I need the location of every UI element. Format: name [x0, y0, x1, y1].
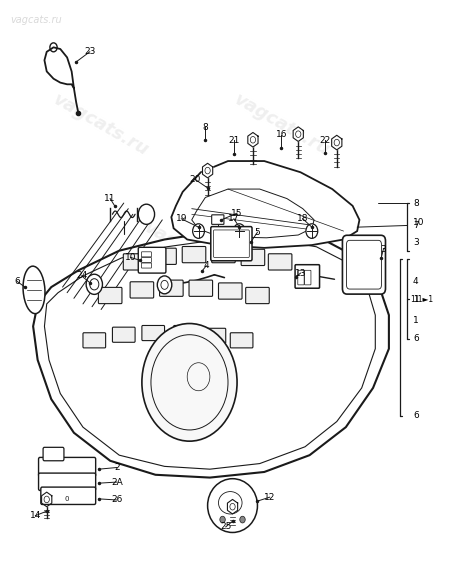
Text: 10: 10 [125, 253, 136, 262]
Polygon shape [227, 499, 237, 514]
Text: 16: 16 [275, 130, 287, 139]
Polygon shape [293, 127, 303, 141]
Text: 1: 1 [412, 316, 418, 325]
Text: vagcats.ru: vagcats.ru [141, 219, 242, 288]
Text: vagcats.ru: vagcats.ru [10, 15, 62, 25]
FancyBboxPatch shape [211, 215, 223, 225]
FancyBboxPatch shape [241, 249, 264, 266]
Text: 8: 8 [412, 199, 418, 208]
FancyBboxPatch shape [130, 282, 153, 298]
FancyBboxPatch shape [152, 248, 176, 265]
Text: 6: 6 [15, 277, 20, 286]
Polygon shape [247, 132, 258, 147]
Polygon shape [41, 492, 52, 507]
Circle shape [219, 516, 225, 523]
Text: 7: 7 [412, 221, 418, 230]
Text: 4: 4 [203, 261, 208, 270]
FancyBboxPatch shape [268, 254, 291, 270]
Text: vagcats.ru: vagcats.ru [50, 359, 152, 428]
Text: 24: 24 [76, 271, 87, 280]
Text: 18: 18 [296, 215, 308, 224]
Polygon shape [171, 161, 359, 248]
Text: 25: 25 [220, 522, 231, 531]
Text: 11►1: 11►1 [412, 295, 432, 304]
Text: 22: 22 [319, 136, 330, 145]
FancyBboxPatch shape [202, 328, 225, 343]
Text: 2A: 2A [111, 477, 122, 486]
Circle shape [305, 224, 317, 238]
Polygon shape [202, 163, 212, 178]
FancyBboxPatch shape [142, 325, 164, 341]
Text: 0: 0 [65, 496, 69, 502]
Text: 4: 4 [412, 277, 418, 286]
FancyBboxPatch shape [43, 448, 64, 461]
Circle shape [142, 324, 237, 441]
Text: 6: 6 [412, 334, 418, 343]
FancyBboxPatch shape [173, 325, 196, 341]
FancyBboxPatch shape [159, 280, 183, 296]
Text: 12: 12 [263, 493, 275, 502]
FancyBboxPatch shape [182, 247, 205, 263]
Polygon shape [33, 231, 388, 477]
FancyBboxPatch shape [189, 280, 212, 296]
Text: 10: 10 [412, 218, 424, 227]
Text: 14: 14 [30, 511, 41, 520]
Circle shape [157, 276, 172, 294]
FancyBboxPatch shape [41, 487, 96, 504]
FancyBboxPatch shape [138, 247, 166, 273]
FancyBboxPatch shape [83, 333, 106, 348]
Text: 15: 15 [231, 209, 242, 218]
Text: 3: 3 [412, 238, 418, 247]
Circle shape [239, 516, 245, 523]
FancyBboxPatch shape [39, 473, 96, 490]
Text: 11: 11 [104, 194, 116, 203]
FancyBboxPatch shape [210, 226, 252, 261]
FancyBboxPatch shape [112, 327, 135, 342]
Circle shape [192, 224, 204, 238]
FancyBboxPatch shape [39, 457, 96, 476]
FancyBboxPatch shape [123, 254, 147, 270]
Text: 11: 11 [410, 295, 419, 304]
FancyBboxPatch shape [342, 235, 384, 294]
Text: 8: 8 [202, 123, 208, 132]
Text: 17: 17 [228, 215, 239, 224]
FancyBboxPatch shape [218, 283, 242, 299]
Text: 5: 5 [254, 227, 260, 236]
Text: 6: 6 [412, 412, 418, 421]
Ellipse shape [207, 479, 257, 533]
Text: 20: 20 [189, 175, 201, 184]
Text: 26: 26 [111, 495, 122, 504]
Ellipse shape [23, 266, 45, 314]
Text: 21: 21 [228, 136, 239, 145]
Text: vagcats.ru: vagcats.ru [231, 90, 333, 159]
FancyBboxPatch shape [211, 247, 235, 263]
Text: vagcats.ru: vagcats.ru [231, 359, 333, 428]
Text: 19: 19 [175, 215, 187, 224]
Text: 2: 2 [114, 463, 120, 472]
Circle shape [233, 224, 245, 238]
FancyBboxPatch shape [245, 287, 268, 303]
FancyBboxPatch shape [294, 265, 319, 288]
Text: 23: 23 [84, 47, 95, 56]
FancyBboxPatch shape [230, 333, 253, 348]
FancyBboxPatch shape [98, 287, 121, 303]
Polygon shape [331, 135, 341, 150]
Text: 3: 3 [380, 244, 385, 253]
Text: vagcats.ru: vagcats.ru [50, 90, 152, 159]
Circle shape [138, 204, 154, 225]
Circle shape [86, 274, 102, 294]
Text: 13: 13 [294, 269, 306, 278]
